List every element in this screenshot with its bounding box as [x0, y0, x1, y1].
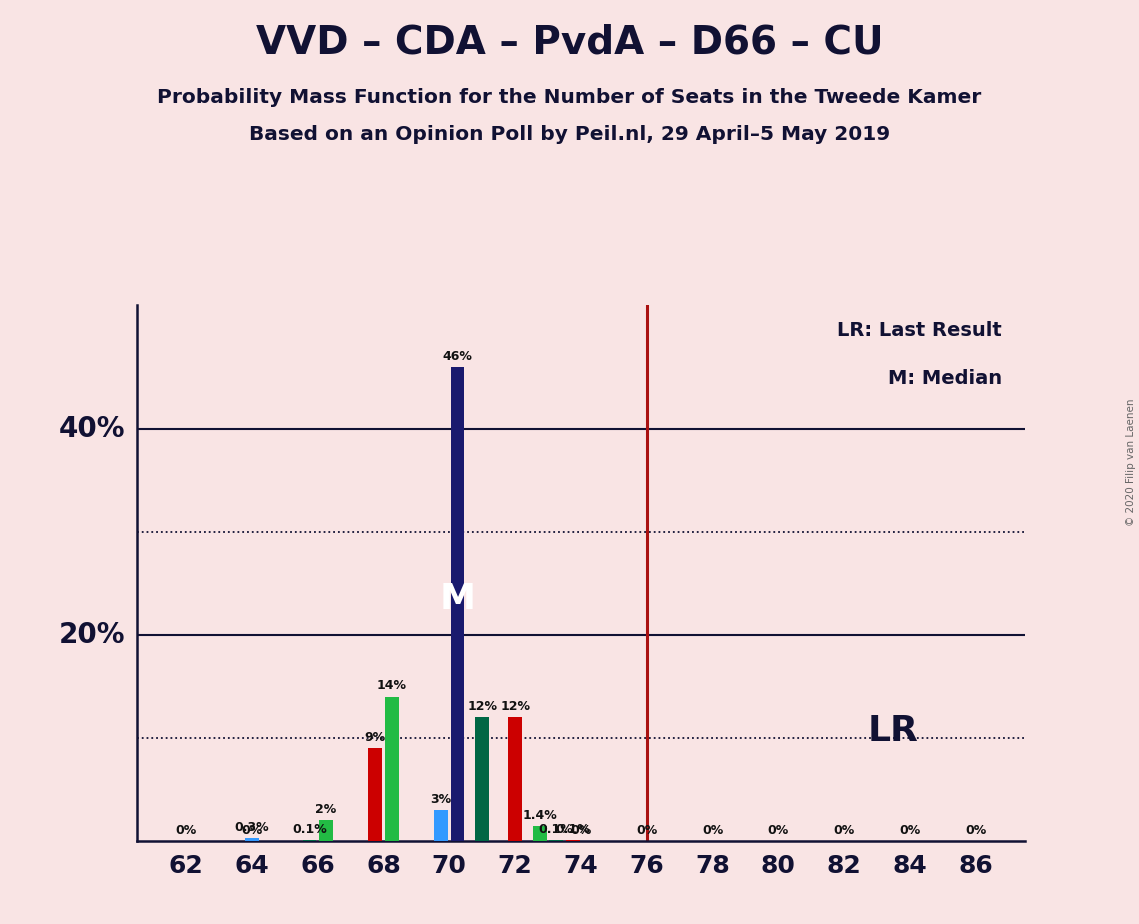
Bar: [451, 367, 465, 841]
Text: LR: Last Result: LR: Last Result: [837, 321, 1002, 340]
Text: 9%: 9%: [364, 731, 386, 744]
Text: 3%: 3%: [431, 793, 451, 806]
Bar: [434, 810, 448, 841]
Text: 2%: 2%: [316, 803, 336, 816]
Text: 12%: 12%: [467, 700, 498, 713]
Text: 0%: 0%: [636, 823, 657, 837]
Text: 0%: 0%: [702, 823, 723, 837]
Text: 12%: 12%: [500, 700, 530, 713]
Text: 20%: 20%: [59, 621, 125, 649]
Text: M: Median: M: Median: [888, 370, 1002, 388]
Bar: [319, 821, 333, 841]
Bar: [508, 717, 522, 841]
Text: 0%: 0%: [571, 823, 591, 837]
Text: Probability Mass Function for the Number of Seats in the Tweede Kamer: Probability Mass Function for the Number…: [157, 88, 982, 107]
Text: 0%: 0%: [768, 823, 789, 837]
Text: Based on an Opinion Poll by Peil.nl, 29 April–5 May 2019: Based on an Opinion Poll by Peil.nl, 29 …: [249, 125, 890, 144]
Bar: [549, 840, 563, 841]
Text: 0%: 0%: [900, 823, 920, 837]
Bar: [368, 748, 383, 841]
Text: 0%: 0%: [834, 823, 854, 837]
Text: 0%: 0%: [241, 823, 262, 837]
Bar: [385, 697, 399, 841]
Text: 0.3%: 0.3%: [235, 821, 269, 833]
Text: LR: LR: [868, 714, 919, 748]
Text: 0%: 0%: [965, 823, 986, 837]
Bar: [475, 717, 489, 841]
Bar: [533, 826, 547, 841]
Bar: [566, 840, 580, 841]
Text: 14%: 14%: [377, 679, 407, 692]
Text: 1.4%: 1.4%: [523, 809, 557, 822]
Text: 0.1%: 0.1%: [556, 822, 590, 835]
Bar: [245, 838, 259, 841]
Text: 0.1%: 0.1%: [292, 822, 327, 835]
Text: M: M: [440, 581, 475, 615]
Text: 40%: 40%: [59, 415, 125, 443]
Bar: [303, 840, 317, 841]
Text: VVD – CDA – PvdA – D66 – CU: VVD – CDA – PvdA – D66 – CU: [255, 23, 884, 61]
Text: © 2020 Filip van Laenen: © 2020 Filip van Laenen: [1125, 398, 1136, 526]
Text: 46%: 46%: [443, 349, 473, 362]
Text: 0%: 0%: [175, 823, 197, 837]
Text: 0.1%: 0.1%: [539, 822, 574, 835]
